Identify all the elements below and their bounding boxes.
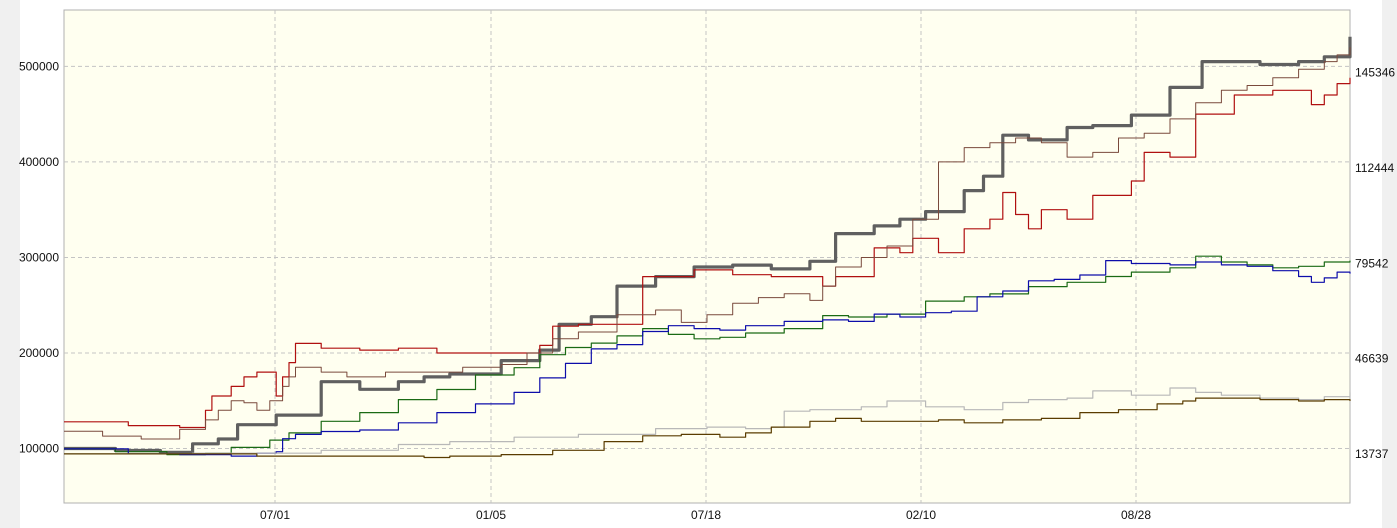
- x-axis: 07/01 01/05 07/18 02/10 08/28: [260, 508, 1151, 522]
- left-tick-label: 500000: [19, 59, 59, 73]
- page-left-strip: [0, 0, 20, 528]
- right-tick-label: 145346: [1355, 66, 1395, 80]
- series-line-5: [64, 260, 1351, 457]
- left-axis: 100000 200000 300000 400000 500000: [19, 59, 59, 455]
- grid: [64, 10, 1350, 503]
- left-tick-label: 300000: [19, 250, 59, 264]
- right-tick-label: 46639: [1355, 352, 1389, 366]
- series-line-4: [64, 255, 1351, 456]
- right-tick-label: 112444: [1355, 161, 1394, 175]
- left-tick-label: 100000: [19, 442, 59, 456]
- x-tick-label: 01/05: [476, 508, 506, 522]
- series-group: [64, 36, 1352, 459]
- right-tick-label: 13737: [1355, 447, 1389, 461]
- series-line-3: [64, 47, 1351, 440]
- x-tick-label: 07/01: [260, 508, 290, 522]
- left-tick-label: 200000: [19, 346, 59, 360]
- x-tick-label: 08/28: [1121, 508, 1151, 522]
- series-line-1: [64, 36, 1352, 454]
- x-tick-label: 02/10: [906, 508, 936, 522]
- series-line-6: [64, 387, 1351, 455]
- right-tick-label: 79542: [1355, 256, 1389, 270]
- left-tick-label: 400000: [19, 155, 59, 169]
- x-tick-label: 07/18: [691, 508, 721, 522]
- page-right-strip: [1382, 0, 1397, 528]
- series-line-7: [64, 397, 1351, 459]
- right-axis: 13737 46639 79542 112444 145346: [1355, 66, 1395, 461]
